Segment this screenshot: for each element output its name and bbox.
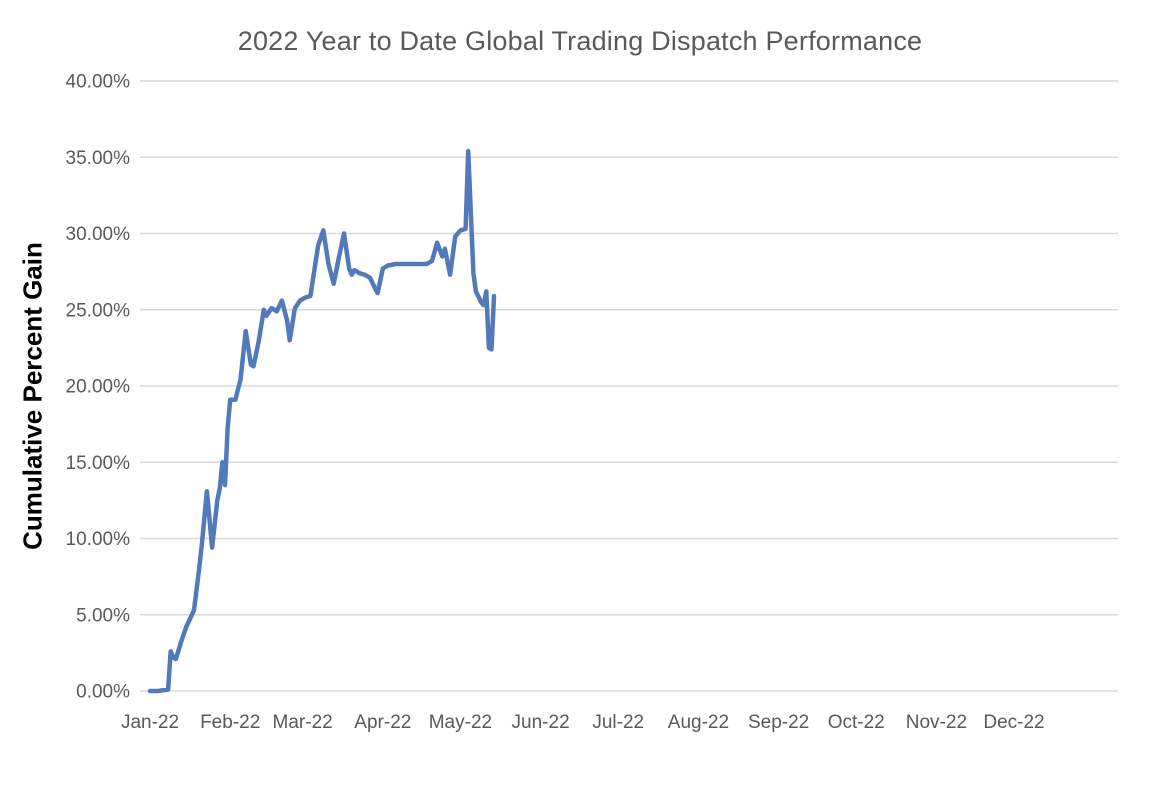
performance-series-line: [147, 148, 497, 694]
x-tick-label: Mar-22: [273, 712, 333, 733]
x-tick-label: Aug-22: [668, 712, 729, 733]
x-tick-label: Apr-22: [354, 712, 411, 733]
y-tick-label: 0.00%: [76, 682, 130, 703]
y-tick-label: 25.00%: [66, 300, 131, 321]
y-tick-label: 20.00%: [66, 377, 131, 398]
y-tick-label: 15.00%: [66, 453, 131, 474]
x-tick-label: Sep-22: [748, 712, 809, 733]
x-tick-label: Jan-22: [121, 712, 179, 733]
x-tick-label: Oct-22: [828, 712, 885, 733]
y-tick-label: 10.00%: [66, 529, 131, 550]
x-tick-label: Feb-22: [200, 712, 260, 733]
x-tick-label: May-22: [429, 712, 492, 733]
chart-title: 2022 Year to Date Global Trading Dispatc…: [237, 26, 923, 56]
x-tick-label: Nov-22: [906, 712, 967, 733]
x-tick-label: Jun-22: [512, 712, 570, 733]
y-tick-label: 5.00%: [76, 605, 130, 626]
x-tick-label: Jul-22: [592, 712, 644, 733]
y-tick-label: 35.00%: [66, 148, 131, 169]
y-tick-label: 40.00%: [66, 72, 131, 93]
x-tick-label: Dec-22: [983, 712, 1044, 733]
y-tick-label: 30.00%: [66, 224, 131, 245]
